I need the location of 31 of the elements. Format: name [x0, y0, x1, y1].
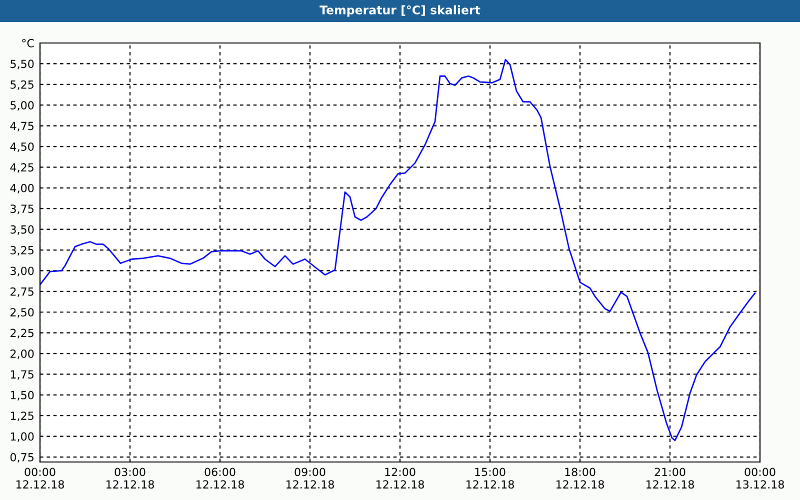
y-tick-label: 2,75	[10, 287, 34, 297]
y-tick-label: 3,25	[10, 246, 34, 256]
y-tick-label: 3,00	[10, 266, 34, 276]
y-tick-label: 2,50	[10, 308, 34, 318]
chart-title: Temperatur [°C] skaliert	[320, 5, 480, 17]
x-tick-label: 15:00 12.12.18	[466, 468, 514, 489]
y-tick-label: 1,00	[10, 432, 34, 442]
x-tick-label: 09:00 12.12.18	[286, 468, 334, 489]
y-tick-label: 5,25	[10, 80, 34, 90]
x-tick-label: 18:00 12.12.18	[556, 468, 604, 489]
y-tick-label: 4,50	[10, 142, 34, 152]
x-tick-label: 12:00 12.12.18	[376, 468, 424, 489]
y-tick-label: 4,25	[10, 163, 34, 173]
y-tick-label: 2,25	[10, 328, 34, 338]
y-tick-label: 3,75	[10, 204, 34, 214]
x-tick-label: 03:00 12.12.18	[106, 468, 154, 489]
y-tick-label: 1,50	[10, 390, 34, 400]
y-tick-label: 4,00	[10, 184, 34, 194]
y-tick-label: 5,00	[10, 101, 34, 111]
y-tick-label: 2,00	[10, 350, 34, 360]
x-tick-label: 00:00 13.12.18	[736, 468, 784, 489]
x-tick-label: 00:00 12.12.18	[16, 468, 64, 489]
y-tick-label: 3,50	[10, 225, 34, 235]
x-tick-label: 21:00 12.12.18	[646, 468, 694, 489]
y-tick-label: 1,75	[10, 370, 34, 380]
y-tick-label: 4,75	[10, 122, 34, 132]
x-tick-label: 06:00 12.12.18	[196, 468, 244, 489]
y-tick-label: 1,25	[10, 412, 34, 422]
y-tick-label: 5,50	[10, 60, 34, 70]
y-tick-label: 0,75	[10, 453, 34, 463]
y-tick-label: °C	[22, 38, 34, 48]
